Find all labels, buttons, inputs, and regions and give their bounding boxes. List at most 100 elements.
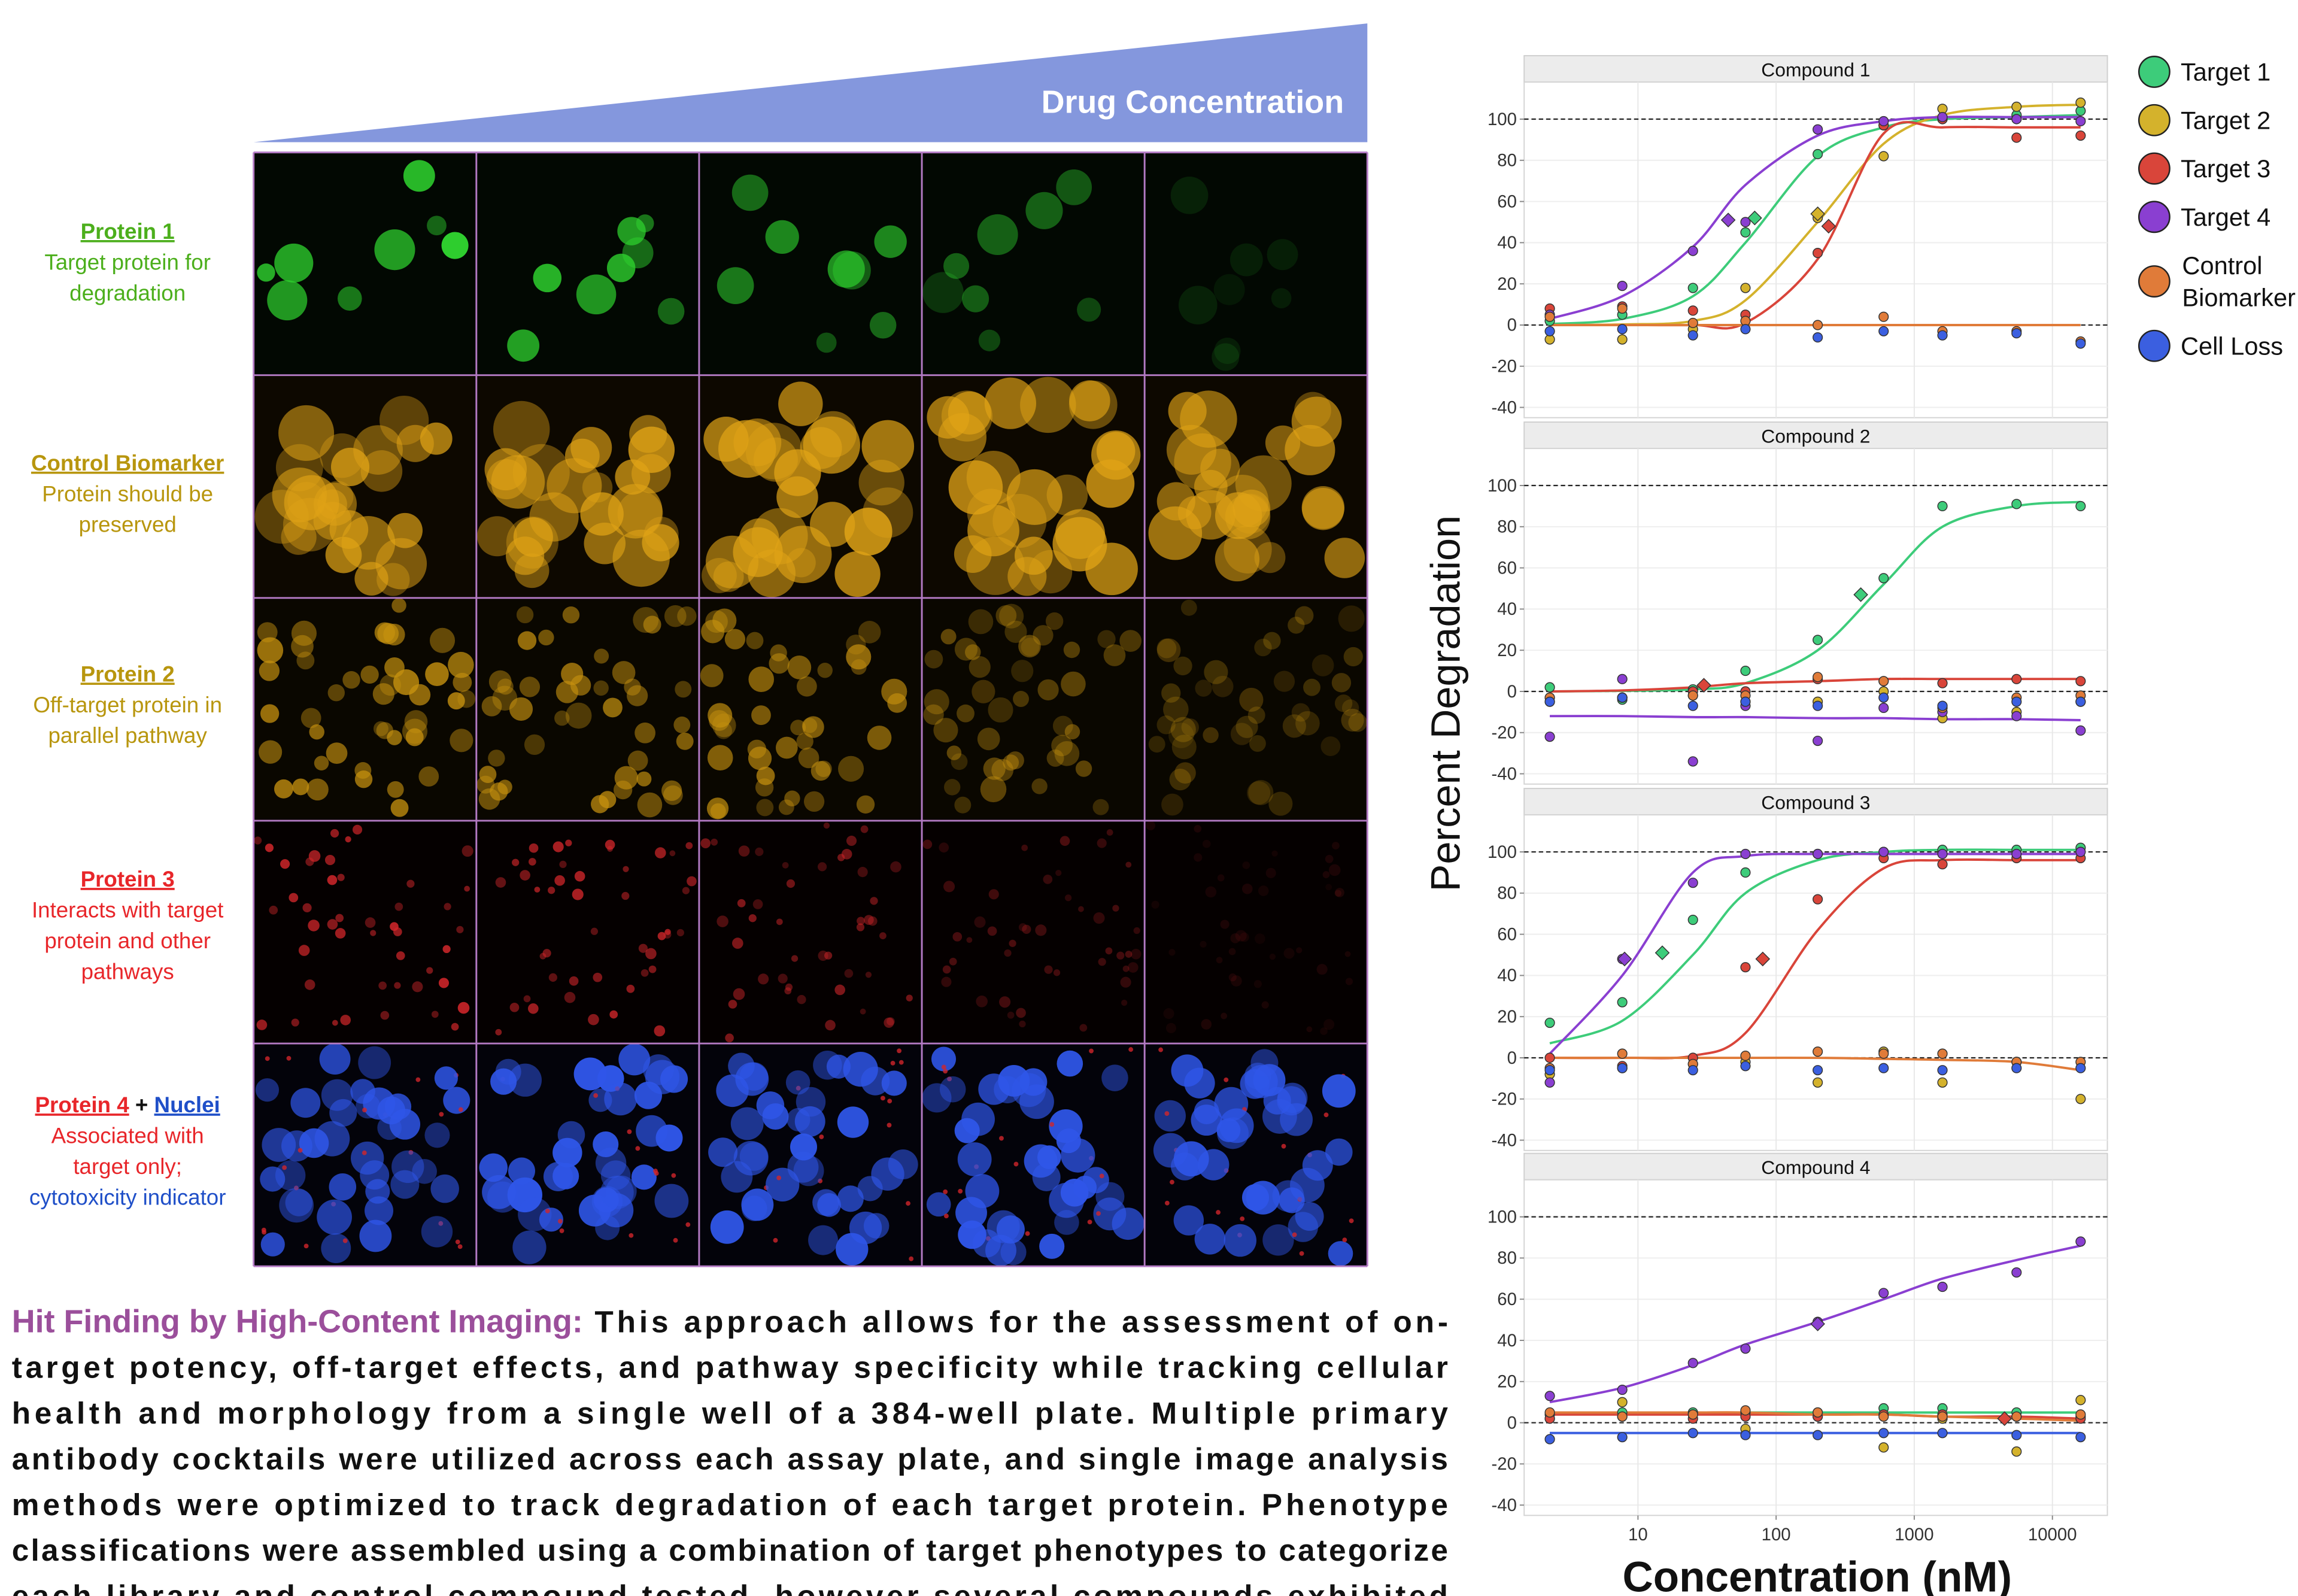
cell-blob xyxy=(443,945,451,953)
y-tick-label: 60 xyxy=(1497,192,1517,211)
cell-blob xyxy=(663,785,683,805)
cell-blob xyxy=(978,1073,1009,1105)
data-point xyxy=(1741,283,1750,293)
cell-blob xyxy=(314,755,329,770)
cell-blob xyxy=(685,842,693,849)
data-point xyxy=(1617,304,1627,314)
cell-blob xyxy=(979,330,1000,351)
data-point xyxy=(1879,1063,1889,1073)
cell-blob xyxy=(676,733,694,750)
y-tick-label: 40 xyxy=(1497,233,1517,253)
cell-blob xyxy=(923,840,933,849)
cell-blob xyxy=(387,781,404,798)
cell-blob xyxy=(448,652,474,678)
data-point xyxy=(1938,678,1947,688)
cell-blob xyxy=(649,966,657,973)
y-tick-label: 20 xyxy=(1497,1007,1517,1027)
cell-blob xyxy=(980,776,1007,803)
data-point xyxy=(1688,306,1698,315)
y-tick-label: -40 xyxy=(1492,1130,1517,1150)
cell-blob xyxy=(317,1200,352,1235)
cell-blob xyxy=(462,845,473,857)
cell-blob xyxy=(861,420,914,473)
row-description: Associated with xyxy=(51,1124,204,1148)
cell-blob xyxy=(1173,657,1192,675)
red-speck xyxy=(304,1243,309,1248)
cell-blob xyxy=(358,1046,391,1079)
red-speck xyxy=(265,1056,270,1061)
plot-area xyxy=(1524,815,2107,1151)
cell-blob xyxy=(958,1142,992,1176)
cell-blob xyxy=(1055,870,1061,876)
cell-blob xyxy=(561,663,583,685)
cell-blob xyxy=(518,631,536,650)
cell-blob xyxy=(857,796,875,814)
cell-blob xyxy=(1306,1026,1312,1032)
cell-blob xyxy=(594,649,609,664)
cell-blob xyxy=(327,875,338,885)
cell-blob xyxy=(421,1216,453,1247)
cell-blob xyxy=(1019,923,1027,931)
cell-blob xyxy=(576,275,617,315)
cell-blob xyxy=(737,899,746,908)
cell-blob xyxy=(330,829,339,838)
cell-blob xyxy=(978,727,1000,750)
y-tick-label: 80 xyxy=(1497,151,1517,171)
cell-blob xyxy=(966,1174,1000,1208)
cell-blob xyxy=(845,969,854,978)
cell-blob xyxy=(1201,1019,1212,1030)
cell-blob xyxy=(1296,947,1302,953)
cell-blob xyxy=(1242,861,1250,869)
cell-blob xyxy=(595,1215,620,1240)
cell-blob xyxy=(732,175,769,211)
data-point xyxy=(1545,1078,1555,1087)
data-point xyxy=(1813,849,1823,859)
row-description: preserved xyxy=(79,512,177,537)
data-point xyxy=(1879,1288,1889,1298)
cell-blob xyxy=(609,1011,618,1019)
data-point xyxy=(2012,329,2021,338)
cell-blob xyxy=(962,286,989,312)
red-speck xyxy=(673,1238,678,1243)
cell-blob xyxy=(947,745,961,760)
cell-blob xyxy=(479,766,496,783)
cell-blob xyxy=(1348,713,1367,732)
row-title: Control Biomarker xyxy=(31,451,224,475)
cell-blob xyxy=(1215,537,1259,581)
y-tick-label: 80 xyxy=(1497,517,1517,537)
data-point xyxy=(1545,1408,1555,1418)
cell-blob xyxy=(435,1066,458,1090)
y-tick-label: -20 xyxy=(1492,357,1517,377)
cell-blob xyxy=(517,606,533,623)
cell-blob xyxy=(1203,840,1211,848)
data-point xyxy=(1813,248,1823,258)
data-point xyxy=(2012,1430,2021,1440)
cell-blob xyxy=(1247,781,1270,805)
cell-blob xyxy=(394,903,403,911)
cell-blob xyxy=(837,1185,864,1212)
cell-blob xyxy=(535,887,541,893)
cell-blob xyxy=(1224,1224,1256,1257)
cell-blob xyxy=(1242,884,1253,894)
cell-blob xyxy=(564,992,576,1003)
data-point xyxy=(1741,963,1750,972)
cell-blob xyxy=(1274,671,1295,692)
y-tick-label: 0 xyxy=(1507,315,1517,335)
cell-blob xyxy=(1134,927,1140,934)
cell-blob xyxy=(299,945,310,956)
data-point xyxy=(1545,1434,1555,1444)
y-tick-label: 60 xyxy=(1497,1289,1517,1309)
cell-blob xyxy=(321,1079,353,1111)
data-point xyxy=(1938,502,1947,511)
cell-blob xyxy=(1320,736,1340,756)
image-cell xyxy=(1145,821,1367,1043)
cell-blob xyxy=(870,312,897,339)
cell-blob xyxy=(1004,621,1027,643)
panel-title: Compound 4 xyxy=(1761,1157,1870,1178)
cell-blob xyxy=(890,861,901,873)
cell-blob xyxy=(559,861,566,868)
cell-blob xyxy=(1266,868,1276,878)
cell-blob xyxy=(265,843,274,852)
cell-blob xyxy=(1007,1012,1015,1019)
cell-blob xyxy=(338,286,362,311)
